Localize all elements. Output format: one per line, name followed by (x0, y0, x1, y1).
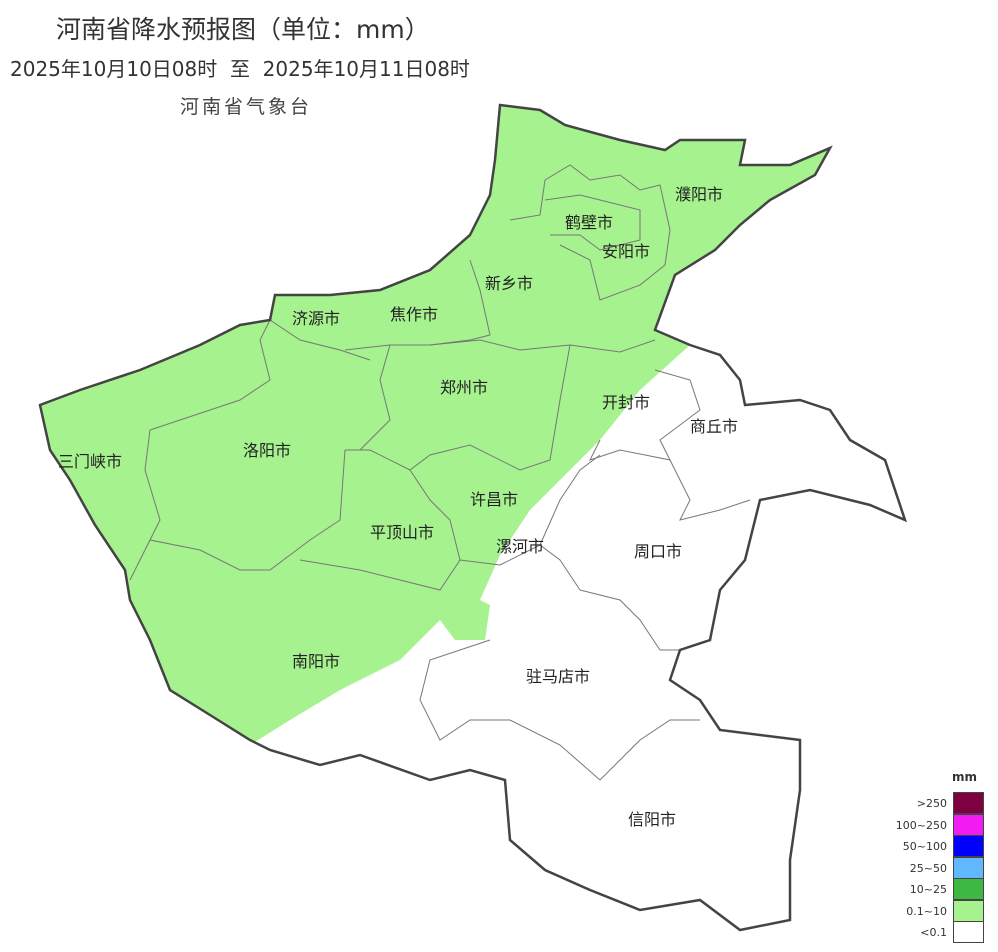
city-label: 濮阳市 (675, 185, 723, 204)
city-label: 南阳市 (292, 652, 340, 671)
city-labels: 濮阳市 鹤壁市 安阳市 新乡市 济源市 焦作市 郑州市 开封市 商丘市 三门峡市… (58, 185, 738, 829)
legend-item: 25~50 (900, 856, 985, 880)
forecast-period: 2025年10月10日08时 至 2025年10月11日08时 (10, 57, 470, 81)
legend-item: >250 (900, 792, 985, 815)
city-label: 济源市 (292, 309, 340, 328)
city-label: 洛阳市 (243, 441, 291, 460)
city-label: 开封市 (602, 393, 650, 412)
city-label: 商丘市 (690, 417, 738, 436)
legend-item: 100~250 (896, 813, 985, 837)
city-label: 郑州市 (440, 378, 488, 397)
city-label: 许昌市 (470, 490, 518, 509)
city-label: 鹤壁市 (565, 213, 613, 232)
city-boundaries (129, 164, 751, 781)
legend-item: 0.1~10 (900, 899, 985, 923)
city-label: 三门峡市 (58, 452, 122, 471)
legend-swatch (953, 835, 984, 857)
city-label: 新乡市 (485, 274, 533, 293)
legend-unit: mm (952, 770, 978, 784)
legend-item: <0.1 (900, 921, 985, 944)
city-label: 焦作市 (390, 305, 438, 324)
map-title: 河南省降水预报图（单位：mm） (56, 15, 430, 44)
city-label: 漯河市 (496, 537, 544, 556)
legend-label: <0.1 (920, 926, 947, 939)
legend-label: 25~50 (909, 861, 947, 875)
legend-item: 50~100 (900, 835, 985, 858)
city-label: 周口市 (634, 542, 682, 561)
legend-label: 50~100 (902, 840, 947, 853)
legend-swatch (953, 921, 984, 943)
city-label: 信阳市 (628, 810, 676, 829)
city-label: 平顶山市 (370, 523, 434, 542)
legend-swatch (953, 813, 984, 836)
city-label: 驻马店市 (526, 667, 590, 686)
legend-swatch (953, 792, 984, 814)
legend-swatch (953, 856, 984, 879)
legend-item: 10~25 (900, 878, 985, 901)
legend-swatch (953, 878, 984, 900)
legend-label: >250 (916, 797, 947, 810)
issuer: 河南省气象台 (180, 96, 313, 118)
legend-label: 10~25 (909, 883, 947, 896)
legend-swatch (953, 899, 984, 922)
province-outline (38, 103, 908, 932)
legend-label: 100~250 (895, 818, 947, 832)
city-label: 安阳市 (602, 242, 650, 261)
legend-label: 0.1~10 (906, 904, 947, 918)
